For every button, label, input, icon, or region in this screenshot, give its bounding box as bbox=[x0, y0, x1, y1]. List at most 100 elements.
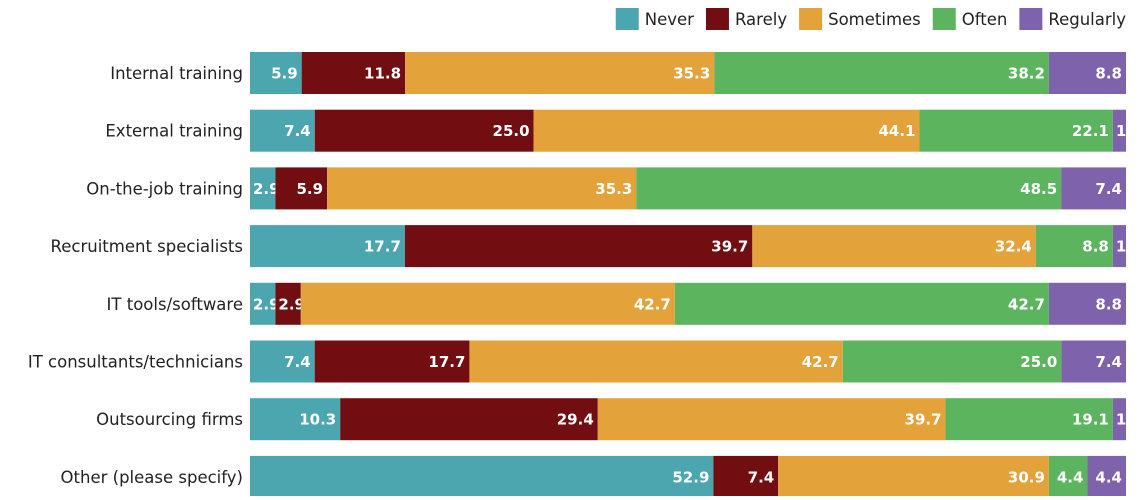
category-label-internal-training: Internal training bbox=[110, 64, 243, 83]
legend-swatch-never bbox=[615, 8, 639, 30]
value-label-sometimes: 44.1 bbox=[878, 122, 915, 140]
value-label-sometimes: 30.9 bbox=[1008, 468, 1045, 486]
bar-segment-never bbox=[250, 52, 302, 94]
value-label-regularly: 4.4 bbox=[1095, 468, 1122, 486]
bar-segment-often bbox=[714, 52, 1049, 94]
bar-segment-rarely bbox=[275, 167, 328, 210]
bar-segment-sometimes bbox=[533, 109, 920, 152]
bar-segment-rarely bbox=[340, 398, 598, 441]
bar-segment-never bbox=[250, 225, 405, 268]
value-label-rarely: 7.4 bbox=[748, 468, 775, 486]
value-label-never: 7.4 bbox=[284, 353, 311, 371]
value-label-sometimes: 39.7 bbox=[905, 411, 942, 429]
bar-segment-often bbox=[919, 109, 1113, 152]
bar-segment-rarely bbox=[314, 109, 534, 152]
bar-segment-sometimes bbox=[327, 167, 637, 210]
value-label-never: 7.4 bbox=[284, 122, 311, 140]
bar-segment-rarely bbox=[404, 225, 753, 268]
category-label-outsourcing-firms: Outsourcing firms bbox=[96, 410, 243, 429]
legend-label-sometimes: Sometimes bbox=[828, 10, 921, 29]
value-label-rarely: 2.9 bbox=[278, 295, 305, 313]
value-label-regularly: 1.5 bbox=[1116, 122, 1138, 140]
value-label-rarely: 17.7 bbox=[428, 353, 465, 371]
legend-swatch-rarely bbox=[705, 8, 729, 30]
bar-row-it-consultants-technicians: IT consultants/technicians 7.4 17.7 42.7 25.… bbox=[28, 340, 1126, 383]
bar-segment-never bbox=[250, 455, 714, 498]
bar-segment-rarely bbox=[713, 455, 779, 498]
bar-segment-often bbox=[1035, 225, 1113, 268]
legend-label-rarely: Rarely bbox=[735, 10, 787, 29]
value-label-never: 10.3 bbox=[299, 411, 336, 429]
value-label-never: 17.7 bbox=[364, 238, 401, 256]
legend-label-never: Never bbox=[645, 10, 694, 29]
bar-segment-sometimes bbox=[778, 455, 1049, 498]
category-label-other-please-specify: Other (please specify) bbox=[61, 468, 243, 487]
bar-row-other-please-specify: Other (please specify) 52.9 7.4 30.9 4.4 4.4 bbox=[61, 455, 1126, 498]
value-label-regularly: 1.5 bbox=[1116, 411, 1138, 429]
value-label-often: 8.8 bbox=[1082, 238, 1109, 256]
bar-row-internal-training: Internal training 5.9 11.8 35.3 38.2 8.8 bbox=[110, 52, 1126, 94]
bar-segment-often bbox=[945, 398, 1113, 441]
legend: Never Rarely Sometimes Often Regularly bbox=[615, 8, 1126, 30]
category-label-external-training: External training bbox=[105, 122, 243, 141]
bar-segment-sometimes bbox=[597, 398, 946, 441]
bar-segment-never bbox=[250, 167, 276, 210]
bar-segment-rarely bbox=[314, 340, 470, 383]
value-label-never: 5.9 bbox=[271, 65, 298, 83]
bar-segment-never bbox=[250, 340, 315, 383]
value-label-sometimes: 35.3 bbox=[673, 65, 710, 83]
bar-row-external-training: External training 7.4 25.0 44.1 22.1 1.5 bbox=[105, 109, 1138, 152]
value-label-rarely: 11.8 bbox=[364, 65, 401, 83]
category-label-on-the-job-training: On-the-job training bbox=[86, 179, 243, 198]
bar-segment-regularly bbox=[1061, 167, 1126, 210]
legend-swatch-sometimes bbox=[799, 8, 823, 30]
bar-row-on-the-job-training: On-the-job training 2.9 5.9 35.3 48.5 7.4 bbox=[86, 167, 1126, 210]
value-label-sometimes: 42.7 bbox=[802, 353, 839, 371]
bar-segment-often bbox=[1048, 455, 1088, 498]
value-label-often: 4.4 bbox=[1057, 468, 1084, 486]
legend-label-often: Often bbox=[962, 10, 1008, 29]
value-label-never: 2.9 bbox=[253, 180, 280, 198]
bar-segment-sometimes bbox=[405, 52, 715, 94]
value-label-regularly: 7.4 bbox=[1095, 180, 1122, 198]
bar-segment-rarely bbox=[275, 282, 301, 325]
bar-row-it-tools-software: IT tools/software 2.92.9 42.7 42.7 8.8 bbox=[107, 282, 1126, 325]
value-label-regularly: 7.4 bbox=[1095, 353, 1122, 371]
bar-segment-never bbox=[250, 109, 315, 152]
value-label-sometimes: 35.3 bbox=[595, 180, 632, 198]
bar-segment-often bbox=[842, 340, 1062, 383]
bar-segment-sometimes bbox=[752, 225, 1036, 268]
value-label-regularly: 1.5 bbox=[1116, 238, 1138, 256]
legend-swatch-regularly bbox=[1019, 8, 1043, 30]
bar-row-recruitment-specialists: Recruitment specialists 17.7 39.7 32.4 8.8 1.… bbox=[51, 225, 1138, 268]
bar-segment-regularly bbox=[1061, 340, 1126, 383]
legend-label-regularly: Regularly bbox=[1048, 10, 1126, 29]
value-label-often: 42.7 bbox=[1008, 295, 1045, 313]
value-label-often: 38.2 bbox=[1008, 65, 1045, 83]
category-label-it-tools-software: IT tools/software bbox=[107, 295, 243, 314]
bar-segment-rarely bbox=[301, 52, 406, 94]
value-label-sometimes: 42.7 bbox=[634, 295, 671, 313]
bar-segment-sometimes bbox=[300, 282, 675, 325]
legend-swatch-often bbox=[932, 8, 956, 30]
category-label-recruitment-specialists: Recruitment specialists bbox=[51, 237, 243, 256]
bar-segment-often bbox=[636, 167, 1062, 210]
bar-segment-regularly bbox=[1112, 398, 1126, 441]
bar-segment-regularly bbox=[1048, 52, 1126, 94]
value-label-regularly: 8.8 bbox=[1095, 65, 1122, 83]
value-label-rarely: 29.4 bbox=[557, 411, 594, 429]
value-label-never: 2.9 bbox=[253, 295, 280, 313]
value-label-often: 19.1 bbox=[1072, 411, 1109, 429]
bar-segment-regularly bbox=[1112, 225, 1126, 268]
value-label-regularly: 8.8 bbox=[1095, 295, 1122, 313]
bar-segment-often bbox=[674, 282, 1049, 325]
value-label-often: 48.5 bbox=[1020, 180, 1057, 198]
value-label-sometimes: 32.4 bbox=[995, 238, 1032, 256]
value-label-rarely: 25.0 bbox=[493, 122, 530, 140]
value-label-rarely: 39.7 bbox=[711, 238, 748, 256]
bar-row-outsourcing-firms: Outsourcing firms 10.3 29.4 39.7 19.1 1.5 bbox=[96, 398, 1138, 441]
value-label-often: 22.1 bbox=[1072, 122, 1109, 140]
value-label-never: 52.9 bbox=[672, 468, 709, 486]
